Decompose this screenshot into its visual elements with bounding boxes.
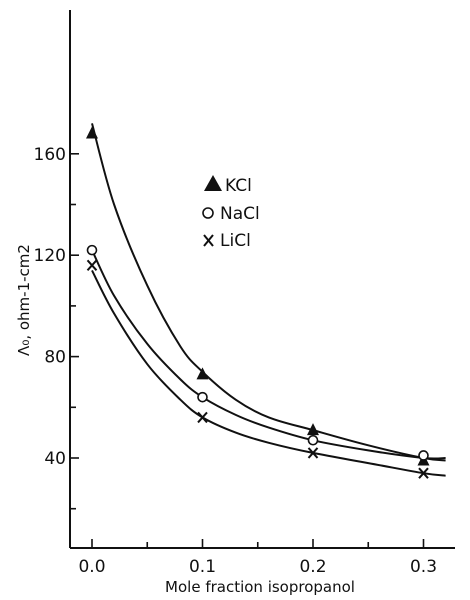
- data-point-licl: [86, 259, 98, 272]
- data-point-licl: [418, 467, 429, 479]
- y-axis-label: Λ₀, ohm-1-cm2: [15, 244, 33, 356]
- fit-curve-licl: [91, 269, 446, 477]
- fit-curve-kcl: [91, 123, 446, 462]
- legend-label-licl: LiCl: [220, 231, 251, 251]
- x-tick-label: 0.2: [299, 557, 326, 577]
- data-point-nacl: [307, 434, 319, 446]
- data-point-kcl: [196, 367, 209, 380]
- legend-marker-x: [203, 234, 214, 247]
- data-point-nacl: [86, 244, 98, 256]
- data-point-nacl: [418, 450, 429, 461]
- y-tick-label: 40: [44, 449, 66, 469]
- data-point-kcl: [307, 423, 319, 436]
- data-point-kcl: [86, 126, 98, 139]
- y-tick-label: 120: [34, 246, 66, 266]
- data-point-licl: [197, 411, 208, 424]
- x-tick-label: 0.1: [189, 557, 216, 577]
- legend-marker-triangle: [204, 175, 222, 191]
- legend: KCl NaCl LiCl: [202, 175, 260, 251]
- legend-marker-circle: [202, 207, 214, 219]
- y-tick-label: 80: [44, 348, 66, 368]
- data-markers: [86, 126, 430, 479]
- fit-curves: [91, 123, 446, 477]
- fit-curve-nacl: [91, 249, 446, 460]
- x-tick-label: 0.3: [410, 557, 437, 577]
- legend-label-nacl: NaCl: [220, 204, 260, 224]
- data-point-nacl: [197, 391, 208, 403]
- axes: [69, 10, 455, 549]
- data-point-licl: [307, 447, 319, 459]
- ticks: 40 80 120 160 0.0 0.1 0.2 0.3: [34, 145, 437, 577]
- legend-label-kcl: KCl: [225, 176, 252, 196]
- x-axis-label: Mole fraction isopropanol: [165, 578, 355, 596]
- x-tick-label: 0.0: [78, 557, 105, 577]
- y-tick-label: 160: [34, 145, 66, 165]
